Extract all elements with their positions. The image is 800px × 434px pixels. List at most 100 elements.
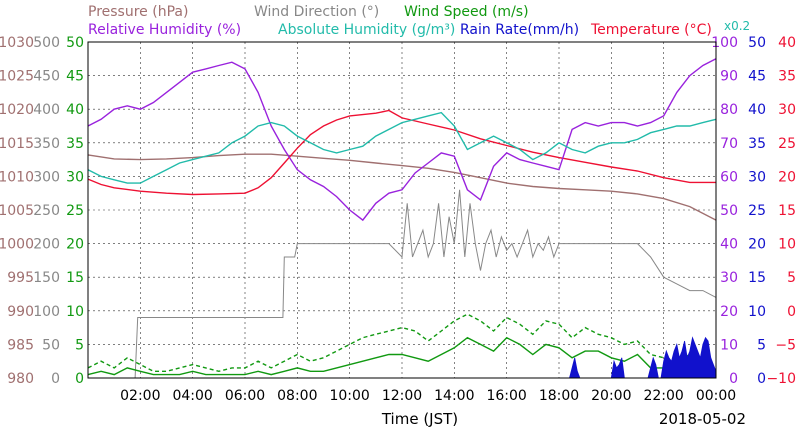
x-tick-labels: 02:00 04:00 06:00 08:00 10:00 12:00 14:00 16:00… [120,388,736,404]
y-tick-label: 20 [720,304,738,320]
y-tick-label: 40 [748,102,766,118]
x-tick-label: 14:00 [434,388,474,404]
grid [88,42,716,378]
x-tick-label: 10:00 [329,388,369,404]
series-wind-speed-gust [87,313,717,373]
x-tick-label: 22:00 [643,388,683,404]
y-tick-label: 30 [66,169,84,185]
y-tick-label: 1010 [0,169,34,185]
y-tick-label: 0 [787,304,796,320]
axis-labels: 9809859909951000100510101015102010251030… [0,35,796,387]
x-tick-label: 16:00 [486,388,526,404]
y-tick-label: 10 [720,337,738,353]
y-tick-label: 1005 [0,203,34,219]
x-tick-label: 18:00 [539,388,579,404]
y-tick-label: 40 [778,35,796,51]
y-tick-label: 50 [720,203,738,219]
y-tick-label: 25 [748,203,766,219]
x-tick-label: 04:00 [172,388,212,404]
y-tick-label: 50 [42,337,60,353]
y-tick-label: 990 [7,304,34,320]
y-tick-label: 150 [33,270,60,286]
legend-entry: Absolute Humidity (g/m³) [278,22,455,38]
y-tick-label: 1025 [0,69,34,85]
plot-frame [87,41,717,379]
y-tick-label: 15 [778,203,796,219]
y-tick-label: 5 [75,337,84,353]
y-tick-label: 0 [757,371,766,387]
legend-entry: Temperature (°C) [590,22,712,38]
y-tick-label: 35 [778,69,796,85]
x-tick-label: 08:00 [277,388,317,404]
series-temperature-c [87,109,716,196]
y-tick-label: 995 [7,270,34,286]
y-tick-label: 5 [757,337,766,353]
y-tick-label: 35 [748,136,766,152]
x-tick-label: 20:00 [591,388,631,404]
y-tick-label: 15 [66,270,84,286]
y-tick-label: 25 [778,136,796,152]
series-wind-direction [88,189,717,379]
y-tick-label: 0 [75,371,84,387]
y-tick-label: 100 [711,35,738,51]
legend-entry: Relative Humidity (%) [88,22,241,38]
y-tick-label: 980 [7,371,34,387]
y-tick-label: 985 [7,337,34,353]
y-tick-label: 20 [778,169,796,185]
y-tick-label: 35 [66,136,84,152]
y-tick-label: 10 [748,304,766,320]
y-tick-label: 1015 [0,136,34,152]
y-tick-label: 60 [720,169,738,185]
y-tick-label: 80 [720,102,738,118]
y-tick-label: 45 [748,69,766,85]
y-tick-label: 400 [33,102,60,118]
y-tick-label: 200 [33,237,60,253]
y-tick-label: 30 [778,102,796,118]
x-axis-label: Time (JST) [381,410,458,428]
y-tick-label: −5 [775,337,796,353]
right-axis-note: x0.2 [724,19,750,33]
y-tick-label: 5 [787,270,796,286]
y-tick-label: 25 [66,203,84,219]
y-tick-label: 70 [720,136,738,152]
y-tick-label: −10 [766,371,796,387]
series-absolute-humidity-g-m [87,111,717,184]
y-tick-label: 30 [720,270,738,286]
x-tick-label: 00:00 [696,388,736,404]
y-tick-label: 0 [729,371,738,387]
legend-entry: Rain Rate(mm/h) [460,22,579,38]
legend-entry: Wind Speed (m/s) [404,4,529,20]
y-tick-label: 90 [720,69,738,85]
y-tick-label: 500 [33,35,60,51]
y-tick-label: 30 [748,169,766,185]
series-layer [87,58,717,379]
y-tick-label: 350 [33,136,60,152]
series-wind-speed-m-s [87,336,717,376]
y-tick-label: 1030 [0,35,34,51]
series-relative-humidity [87,58,717,222]
y-tick-label: 0 [51,371,60,387]
y-tick-label: 1020 [0,102,34,118]
y-tick-label: 45 [66,69,84,85]
legend: Pressure (hPa) Wind Direction (°) Wind Spe… [88,4,712,38]
series-rain-rate [88,336,717,379]
date-label: 2018-05-02 [659,410,746,428]
y-tick-label: 40 [720,237,738,253]
legend-entry: Pressure (hPa) [88,4,188,20]
y-tick-label: 20 [66,237,84,253]
y-tick-label: 20 [748,237,766,253]
y-tick-label: 40 [66,102,84,118]
y-tick-label: 15 [748,270,766,286]
series-pressure-hpa [87,153,717,221]
x-tick-label: 06:00 [225,388,265,404]
y-tick-label: 10 [66,304,84,320]
y-tick-label: 300 [33,169,60,185]
y-tick-label: 10 [778,237,796,253]
x-tick-label: 12:00 [382,388,422,404]
y-tick-label: 50 [748,35,766,51]
y-tick-label: 1000 [0,237,34,253]
y-tick-label: 100 [33,304,60,320]
y-tick-label: 50 [66,35,84,51]
y-tick-label: 450 [33,69,60,85]
